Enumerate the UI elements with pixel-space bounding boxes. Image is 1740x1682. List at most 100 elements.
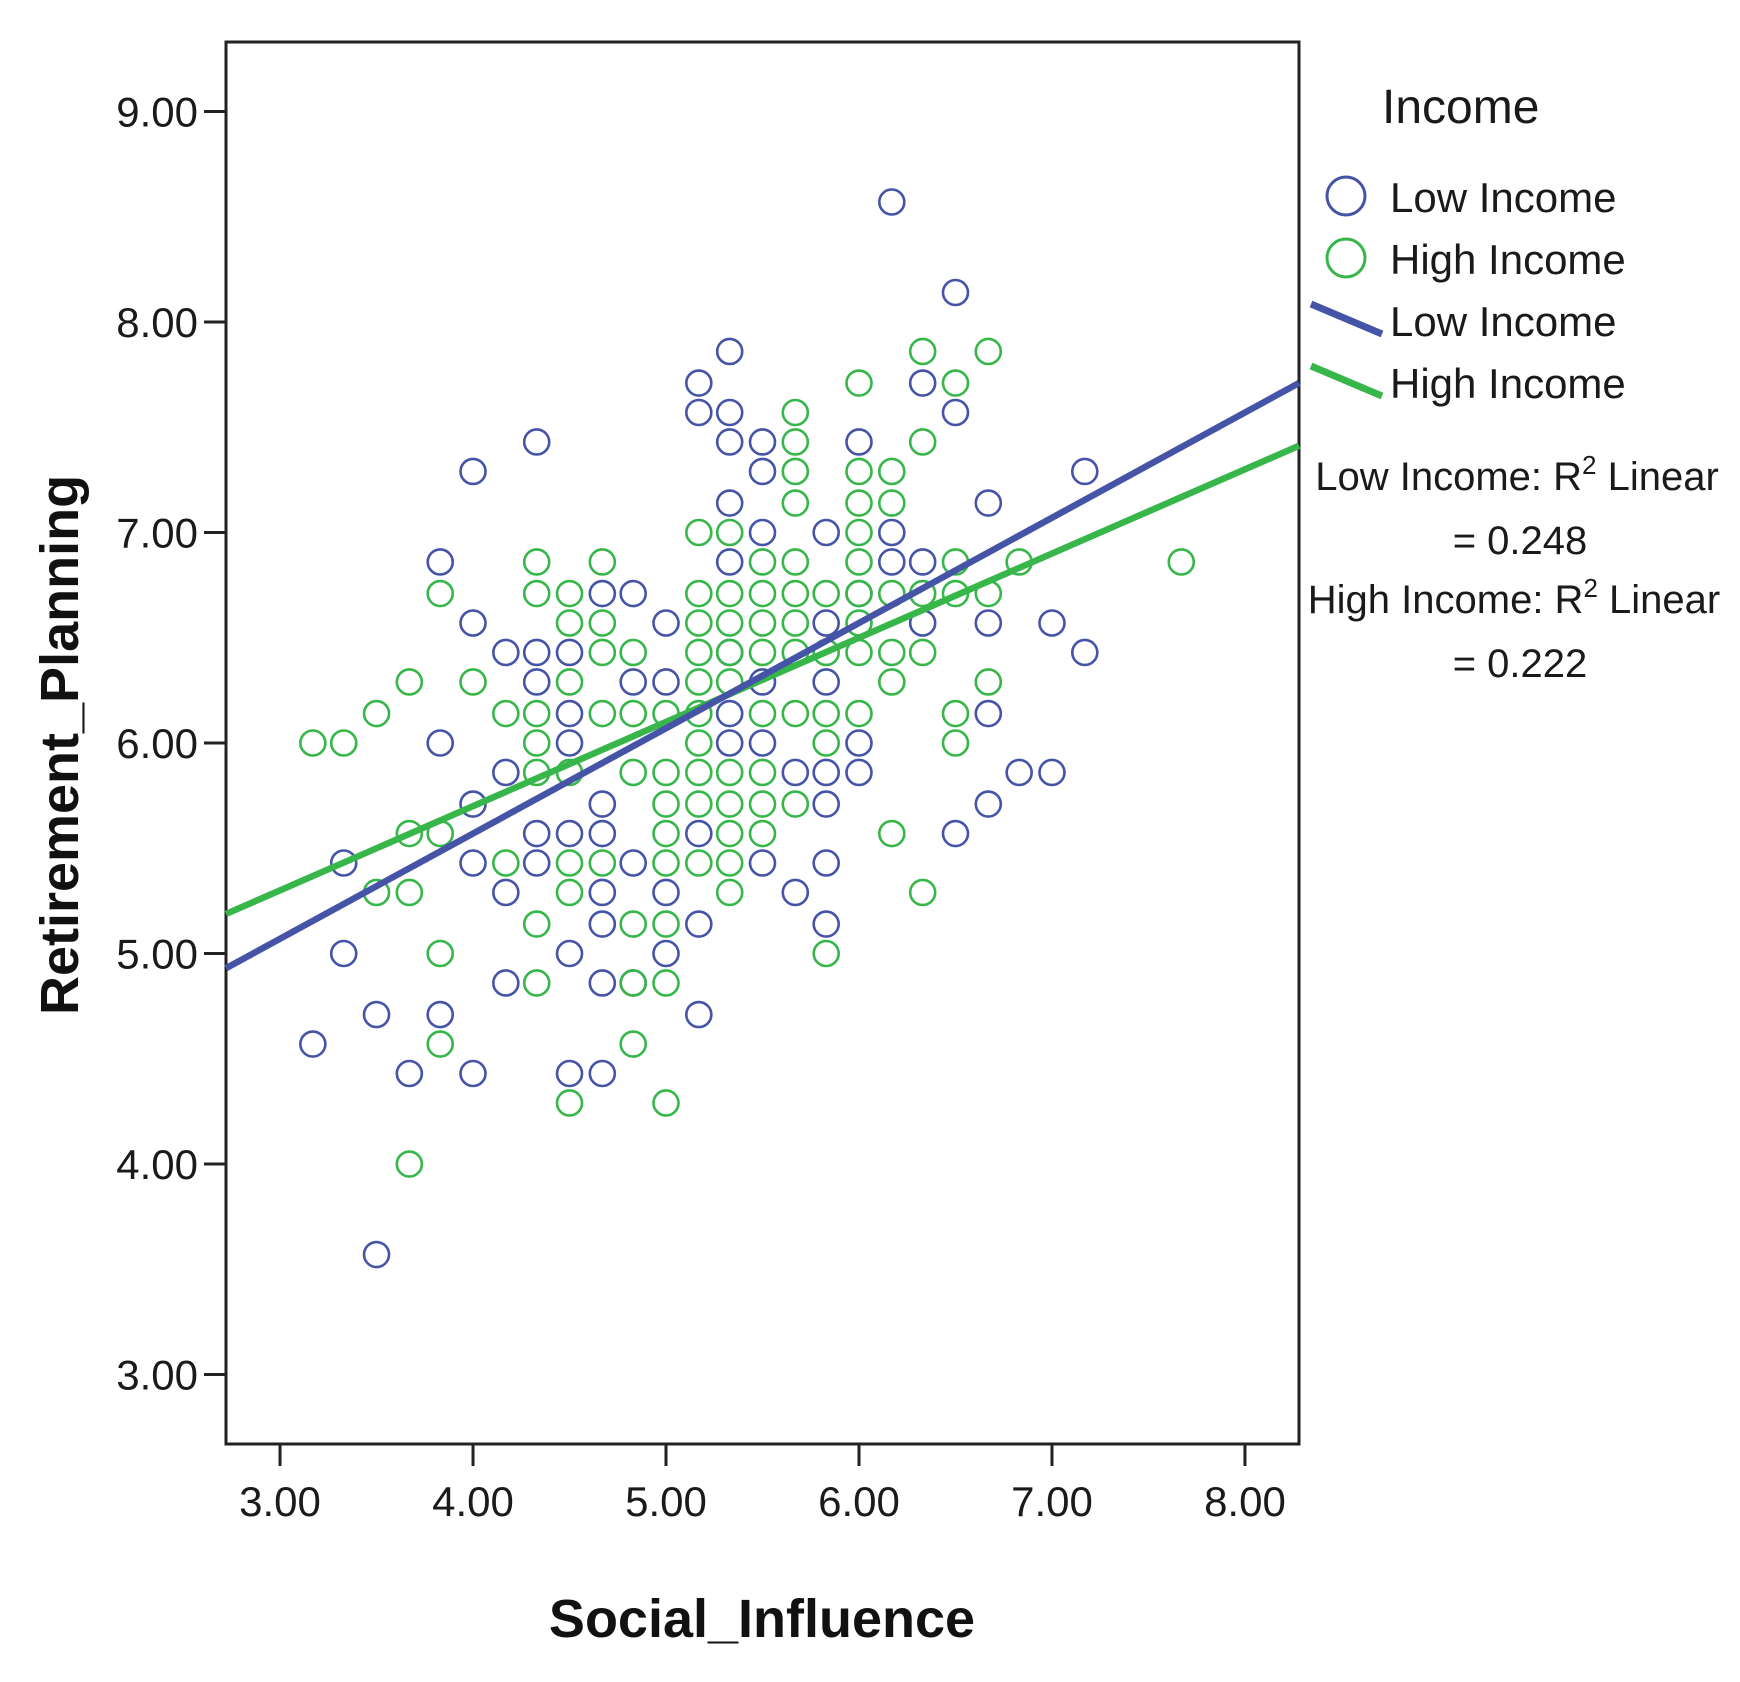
high-income-point <box>652 969 680 997</box>
high-income-point <box>685 579 713 608</box>
low-income-point <box>588 819 617 848</box>
high-income-point <box>685 729 713 757</box>
high-income-point <box>329 729 358 757</box>
low-income-point <box>1038 609 1066 637</box>
high-income-point <box>748 638 777 667</box>
high-income-point <box>845 548 873 576</box>
low-income-point <box>588 878 617 907</box>
high-income-point <box>555 878 584 907</box>
svg-text:High Income: R2 Linear: High Income: R2 Linear <box>1308 573 1720 622</box>
low-income-point <box>974 699 1003 728</box>
high-income-point <box>619 699 647 728</box>
high-income-point <box>781 699 810 728</box>
high-income-point <box>748 699 777 728</box>
high-income-point <box>619 969 647 997</box>
r2-low-suffix: Linear <box>1596 455 1718 499</box>
high-income-point <box>715 638 744 667</box>
high-income-point <box>362 699 391 728</box>
high-income-point <box>1167 548 1196 576</box>
high-income-point <box>652 790 680 818</box>
high-income-point <box>715 609 744 637</box>
r2-high-value: = 0.222 <box>1453 642 1588 686</box>
low-income-point <box>588 910 617 938</box>
high-income-point <box>845 518 873 547</box>
high-income-point <box>555 579 584 608</box>
low-income-point <box>685 369 713 397</box>
low-income-fit-line <box>224 380 1301 972</box>
high-income-point <box>845 369 873 397</box>
high-income-point <box>812 729 840 757</box>
high-income-point <box>908 337 937 366</box>
r2-high-prefix: High Income: R <box>1308 578 1584 622</box>
legend: Income Low Income High Income Low Income… <box>1309 81 1626 407</box>
high-income-point <box>715 819 744 848</box>
high-income-point <box>685 790 713 818</box>
low-income-point <box>588 1059 617 1088</box>
y-tick-label: 3.00 <box>116 1352 198 1399</box>
high-income-point <box>781 790 810 818</box>
high-income-point <box>908 878 937 907</box>
low-income-point <box>748 849 777 877</box>
x-tick-label: 4.00 <box>432 1478 514 1525</box>
high-income-point <box>522 969 551 997</box>
low-income-point <box>555 819 584 848</box>
low-income-point <box>459 1059 487 1088</box>
high-income-point <box>715 878 744 907</box>
r2-low-sup: 2 <box>1582 450 1596 480</box>
low-income-point <box>908 548 937 576</box>
low-income-point <box>845 428 873 456</box>
high-income-point <box>652 1089 680 1117</box>
high-income-point <box>845 579 873 608</box>
r2-high-sup: 2 <box>1583 573 1597 603</box>
low-income-point <box>522 668 551 696</box>
high-income-point <box>715 849 744 877</box>
low-income-point <box>426 1000 455 1029</box>
fit-lines <box>224 380 1301 972</box>
high-income-point <box>781 489 810 517</box>
low-income-point <box>555 638 584 667</box>
high-income-point <box>812 579 840 608</box>
high-income-point <box>748 758 777 787</box>
high-income-point <box>878 819 906 848</box>
low-income-point <box>685 819 713 848</box>
low-income-point <box>812 910 840 938</box>
high-income-point <box>685 668 713 696</box>
high-income-point <box>812 939 840 968</box>
low-income-point <box>522 819 551 848</box>
high-income-point <box>588 638 617 667</box>
legend-label-marker-high: High Income <box>1390 236 1626 283</box>
low-income-point <box>812 790 840 818</box>
low-income-point <box>555 939 584 968</box>
high-income-point <box>395 668 424 696</box>
high-income-point <box>555 1089 584 1117</box>
legend-label-line-low: Low Income <box>1390 298 1616 345</box>
high-income-point <box>748 609 777 637</box>
high-income-point <box>781 609 810 637</box>
points-layer <box>299 188 1196 1269</box>
low-income-point <box>619 849 647 877</box>
low-income-point <box>974 489 1003 517</box>
low-income-point <box>1005 758 1033 787</box>
high-income-point <box>974 668 1003 696</box>
low-income-point <box>492 638 520 667</box>
low-income-point <box>812 758 840 787</box>
high-income-point <box>652 819 680 848</box>
high-income-point <box>426 579 455 608</box>
high-income-point <box>878 668 906 696</box>
r2-low-value: = 0.248 <box>1453 519 1588 563</box>
high-income-point <box>908 638 937 667</box>
x-axis: 3.00 4.00 5.00 6.00 7.00 8.00 <box>239 1444 1286 1525</box>
high-income-point <box>685 758 713 787</box>
high-income-point <box>588 699 617 728</box>
high-income-point <box>426 1030 455 1058</box>
r2-annotation-high: High Income: R2 Linear = 0.222 <box>1308 573 1720 686</box>
low-income-point <box>588 790 617 818</box>
x-tick-label: 8.00 <box>1204 1478 1286 1525</box>
high-income-point <box>908 428 937 456</box>
low-income-point <box>715 489 744 517</box>
x-tick-label: 6.00 <box>818 1478 900 1525</box>
high-income-point <box>685 609 713 637</box>
high-income-point <box>748 548 777 576</box>
high-income-point <box>845 489 873 517</box>
high-income-point <box>426 939 455 968</box>
